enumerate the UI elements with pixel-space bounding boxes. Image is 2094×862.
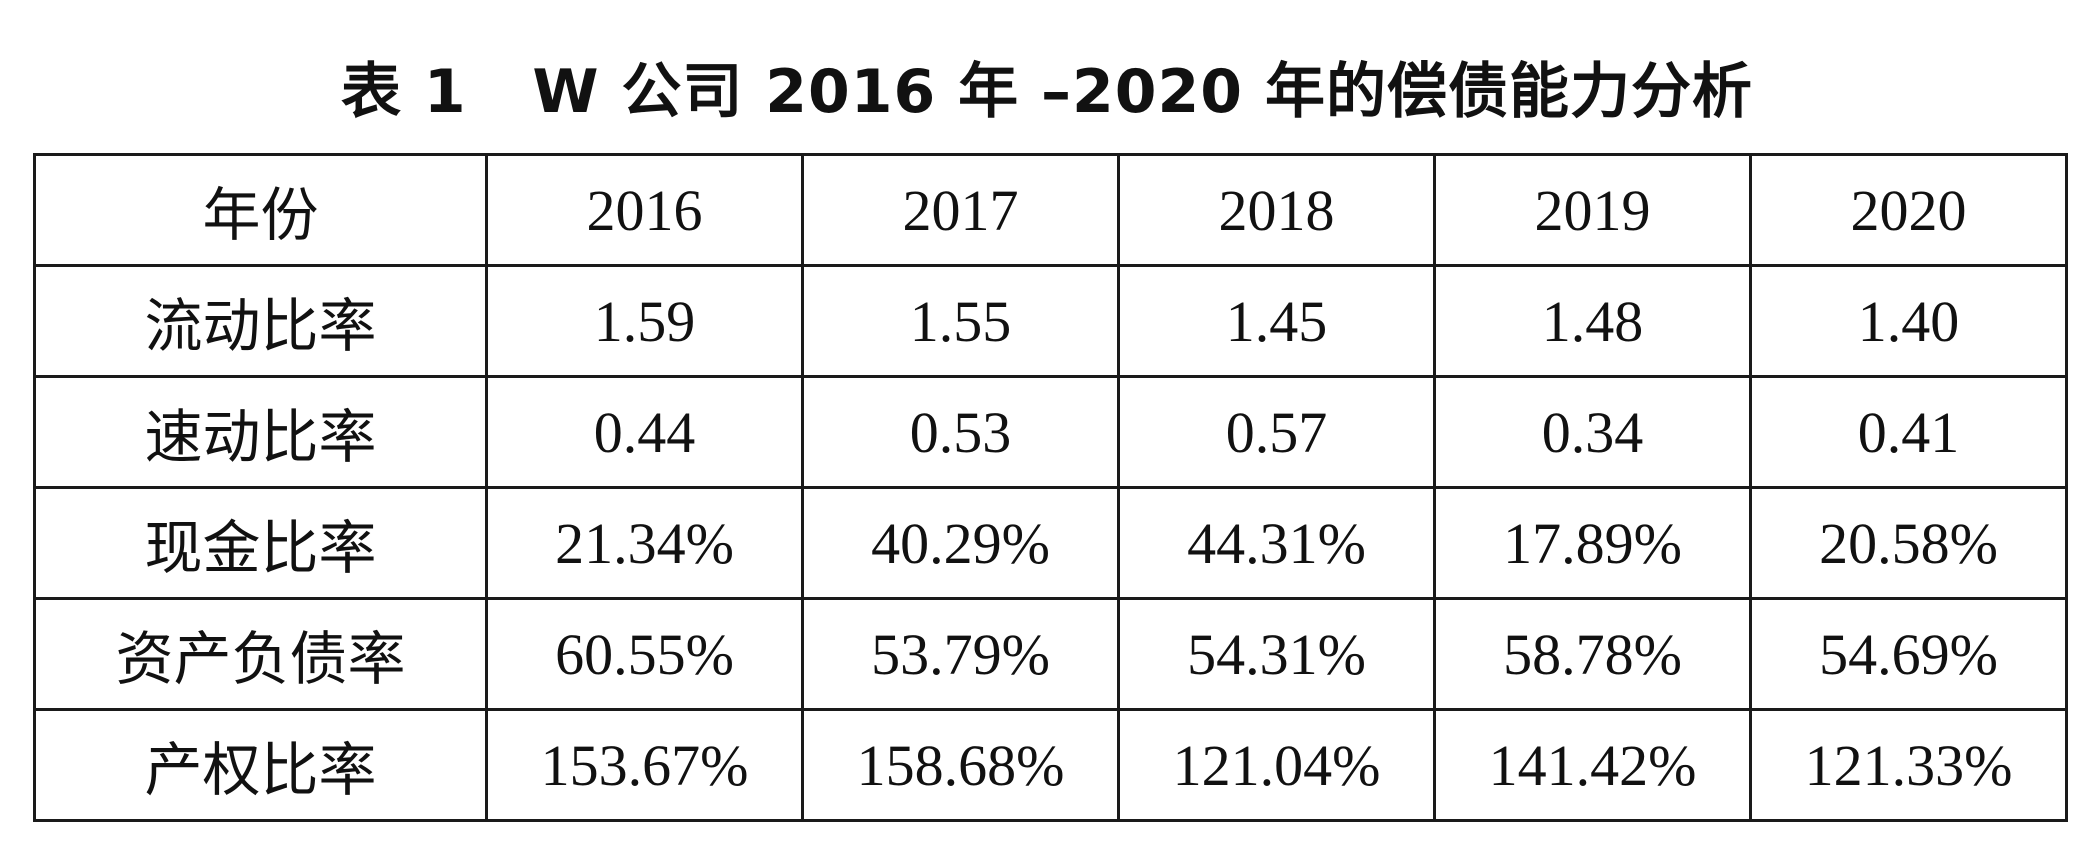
- row-label-cell: 速动比率: [33, 375, 488, 489]
- row-label-cell: 流动比率: [33, 264, 488, 378]
- table-row: 现金比率 21.34% 40.29% 44.31% 17.89% 20.58%: [33, 486, 2068, 600]
- value-cell: 0.44: [485, 375, 804, 489]
- year-header-cell: 2016: [485, 153, 804, 267]
- year-header-cell: 2017: [801, 153, 1120, 267]
- header-label-cell: 年份: [33, 153, 488, 267]
- value-cell: 21.34%: [485, 486, 804, 600]
- value-cell: 121.04%: [1117, 708, 1436, 822]
- row-label-cell: 产权比率: [33, 708, 488, 822]
- value-cell: 60.55%: [485, 597, 804, 711]
- header-row: 年份 2016 2017 2018 2019 2020: [33, 153, 2068, 267]
- value-cell: 0.53: [801, 375, 1120, 489]
- value-cell: 53.79%: [801, 597, 1120, 711]
- table-row: 流动比率 1.59 1.55 1.45 1.48 1.40: [33, 264, 2068, 378]
- value-cell: 0.34: [1433, 375, 1752, 489]
- year-header-cell: 2018: [1117, 153, 1436, 267]
- table-row: 速动比率 0.44 0.53 0.57 0.34 0.41: [33, 375, 2068, 489]
- solvency-table: 年份 2016 2017 2018 2019 2020 流动比率 1.59 1.…: [33, 153, 2068, 822]
- value-cell: 0.57: [1117, 375, 1436, 489]
- year-header-cell: 2019: [1433, 153, 1752, 267]
- value-cell: 1.40: [1749, 264, 2068, 378]
- value-cell: 1.59: [485, 264, 804, 378]
- value-cell: 1.45: [1117, 264, 1436, 378]
- table-row: 资产负债率 60.55% 53.79% 54.31% 58.78% 54.69%: [33, 597, 2068, 711]
- value-cell: 141.42%: [1433, 708, 1752, 822]
- table-title: 表 1 W 公司 2016 年 –2020 年的偿债能力分析: [341, 57, 1753, 127]
- value-cell: 54.31%: [1117, 597, 1436, 711]
- row-label-cell: 资产负债率: [33, 597, 488, 711]
- value-cell: 58.78%: [1433, 597, 1752, 711]
- value-cell: 54.69%: [1749, 597, 2068, 711]
- value-cell: 1.55: [801, 264, 1120, 378]
- value-cell: 1.48: [1433, 264, 1752, 378]
- value-cell: 158.68%: [801, 708, 1120, 822]
- value-cell: 121.33%: [1749, 708, 2068, 822]
- value-cell: 17.89%: [1433, 486, 1752, 600]
- table-row: 产权比率 153.67% 158.68% 121.04% 141.42% 121…: [33, 708, 2068, 822]
- year-header-cell: 2020: [1749, 153, 2068, 267]
- value-cell: 40.29%: [801, 486, 1120, 600]
- value-cell: 20.58%: [1749, 486, 2068, 600]
- value-cell: 44.31%: [1117, 486, 1436, 600]
- row-label-cell: 现金比率: [33, 486, 488, 600]
- value-cell: 0.41: [1749, 375, 2068, 489]
- value-cell: 153.67%: [485, 708, 804, 822]
